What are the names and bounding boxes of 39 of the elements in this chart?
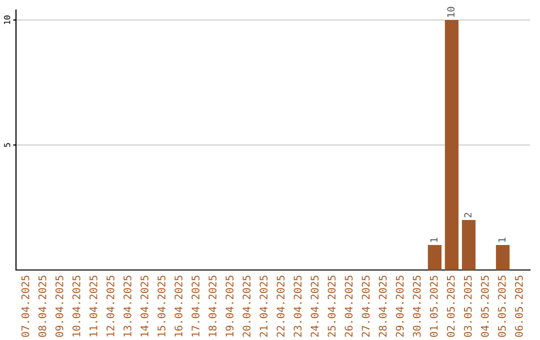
x-tick-label: 29.04.2025 [396,276,404,337]
data-label: 1 [430,238,438,242]
bar [462,220,476,270]
bar [496,245,510,270]
x-tick-label: 14.04.2025 [140,276,148,336]
x-tick-label: 15.04.2025 [158,276,166,336]
x-tick-label: 09.04.2025 [55,276,64,337]
x-tick-label: 23.04.2025 [294,276,302,337]
x-tick-label: 13.04.2025 [124,276,132,336]
x-tick-label: 10.04.2025 [72,276,80,336]
data-label: 2 [464,212,472,218]
x-tick-label: 01.05.2025 [430,276,438,337]
bar [444,20,459,270]
x-tick-label: 06.05.2025 [514,276,523,337]
data-label: 10 [447,6,455,17]
x-tick-label: 08.04.2025 [38,276,46,337]
x-tick-label: 28.04.2025 [378,276,387,337]
x-tick-label: 22.04.2025 [276,276,285,337]
data-label: 1 [498,238,506,242]
x-tick-label: 17.04.2025 [192,276,200,336]
x-tick-label: 07.04.2025 [21,276,30,337]
x-tick-label: 18.04.2025 [208,276,216,336]
x-tick-label: 19.04.2025 [226,276,234,336]
x-tick-label: 24.04.2025 [310,276,319,337]
x-tick-label: 26.04.2025 [344,276,353,337]
bar [428,245,442,270]
x-tick-label: 02.05.2025 [446,276,455,337]
x-tick-label: 30.04.2025 [412,276,421,337]
x-tick-label: 27.04.2025 [362,276,370,337]
x-tick-label: 05.05.2025 [498,276,506,337]
y-tick-label: 5 [4,143,10,147]
x-tick-label: 21.04.2025 [260,276,268,337]
x-tick-label: 25.04.2025 [328,276,336,337]
x-tick-label: 04.05.2025 [480,276,489,337]
x-tick-label: 11.04.2025 [89,276,98,336]
x-tick-label: 03.05.2025 [464,276,472,337]
x-tick-label: 20.04.2025 [242,276,251,337]
x-tick-label: 12.04.2025 [106,276,114,336]
x-tick-label: 16.04.2025 [174,276,182,336]
